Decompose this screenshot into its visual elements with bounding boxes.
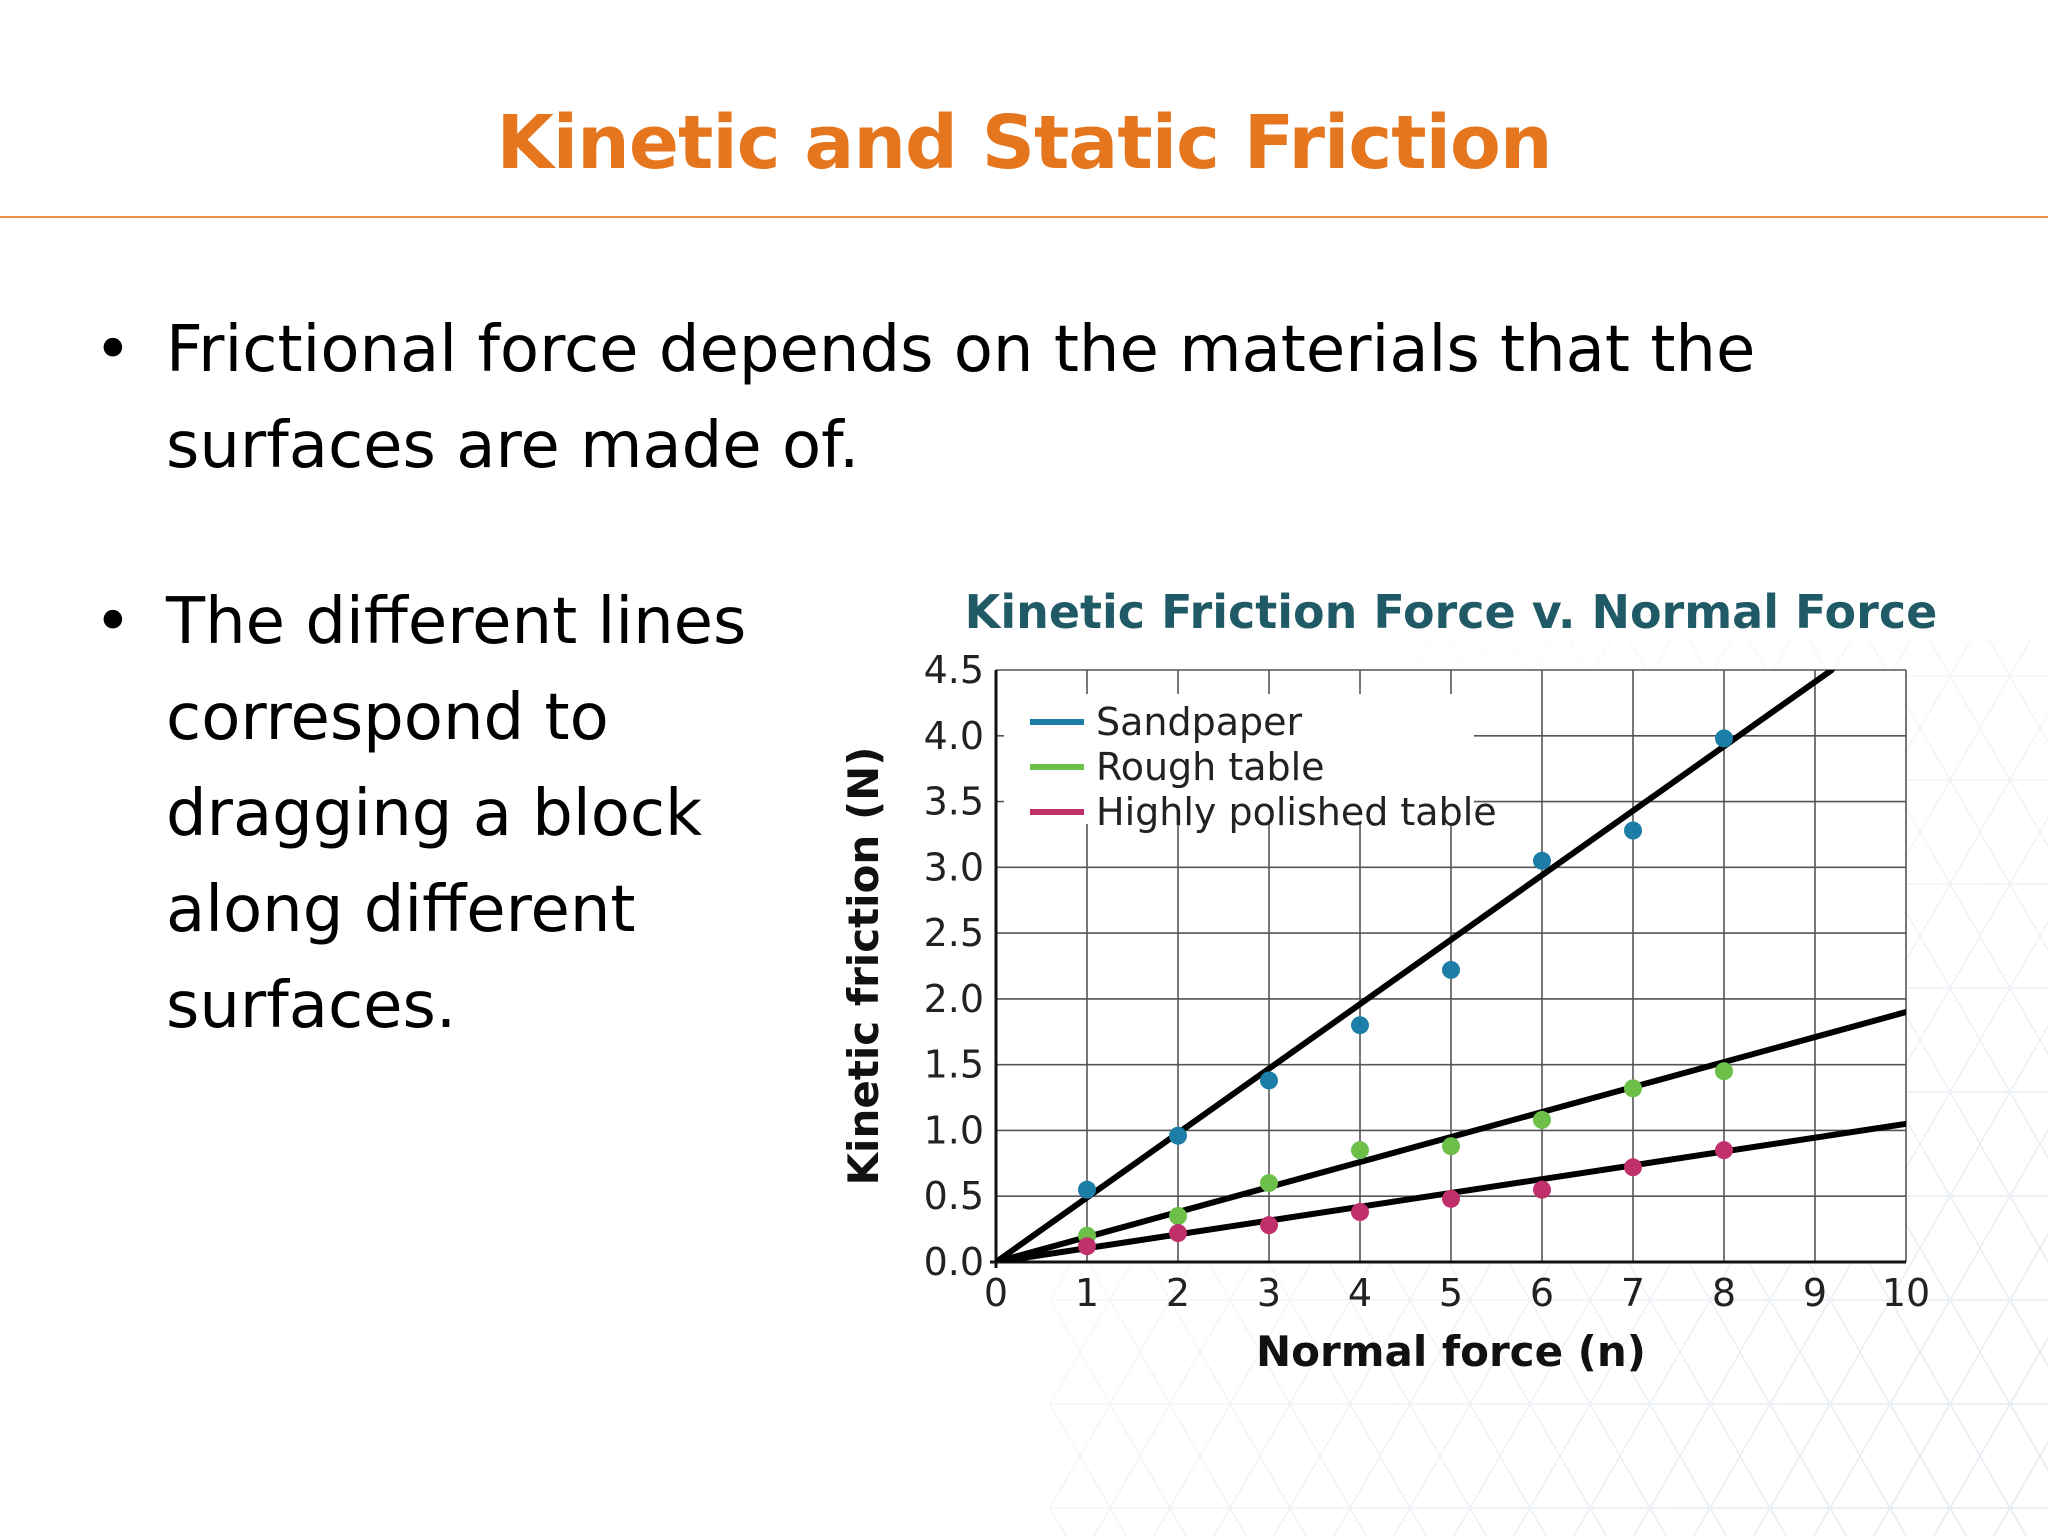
legend-box: [1004, 694, 1474, 824]
data-point: [1715, 1141, 1733, 1160]
data-point: [1533, 1110, 1551, 1129]
data-point: [1442, 1137, 1460, 1156]
x-tick-label: 4: [1348, 1271, 1372, 1315]
data-point: [1351, 1141, 1369, 1160]
x-tick-label: 9: [1803, 1271, 1827, 1315]
x-tick-label: 2: [1166, 1271, 1190, 1315]
legend-label: Rough table: [1096, 745, 1325, 789]
y-tick-label: 0.5: [924, 1174, 984, 1218]
bullet-item-2: • The different lines correspond to drag…: [94, 574, 806, 1054]
x-tick-label: 3: [1257, 1271, 1281, 1315]
data-point: [1169, 1224, 1187, 1243]
y-tick-label: 3.0: [924, 845, 984, 889]
data-point: [1624, 1079, 1642, 1098]
data-point: [1169, 1126, 1187, 1145]
chart-title: Kinetic Friction Force v. Normal Force: [965, 585, 1938, 639]
data-point: [1533, 851, 1551, 870]
x-tick-label: 8: [1712, 1271, 1736, 1315]
legend-label: Highly polished table: [1096, 790, 1497, 834]
y-tick-label: 4.0: [924, 714, 984, 758]
data-point: [1169, 1206, 1187, 1225]
data-point: [1078, 1237, 1096, 1256]
bullet-dot: •: [94, 313, 132, 387]
bullet-text-1: Frictional force depends on the material…: [166, 313, 1756, 483]
y-axis-label: Kinetic friction (N): [839, 747, 888, 1186]
data-point: [1533, 1180, 1551, 1199]
y-tick-label: 1.0: [924, 1108, 984, 1152]
y-tick-label: 4.5: [924, 648, 984, 692]
x-tick-label: 5: [1439, 1271, 1463, 1315]
x-axis-label: Normal force (n): [1256, 1327, 1646, 1376]
data-point: [1078, 1180, 1096, 1199]
data-point: [1442, 960, 1460, 979]
data-point: [1351, 1016, 1369, 1035]
x-tick-label: 6: [1530, 1271, 1554, 1315]
fit-line: [996, 1009, 1906, 1262]
x-tick-label: 0: [984, 1271, 1008, 1315]
title-divider: [0, 216, 2048, 218]
data-point: [1624, 821, 1642, 840]
y-tick-label: 2.5: [924, 911, 984, 955]
data-point: [1351, 1203, 1369, 1222]
data-point: [1442, 1189, 1460, 1208]
slide-title: Kinetic and Static Friction: [496, 100, 1552, 186]
y-tick-label: 2.0: [924, 977, 984, 1021]
y-tick-label: 0.0: [924, 1240, 984, 1284]
data-point: [1715, 1062, 1733, 1081]
y-tick-label: 3.5: [924, 780, 984, 824]
bullet-text-2: The different lines correspond to draggi…: [166, 585, 747, 1043]
x-tick-label: 1: [1075, 1271, 1099, 1315]
data-point: [1260, 1216, 1278, 1235]
data-point: [1715, 729, 1733, 748]
friction-chart: Kinetic Friction Force v. Normal Force 0 1…: [839, 585, 1938, 1376]
fit-line: [996, 670, 1835, 1262]
data-point: [1624, 1158, 1642, 1177]
legend-label: Sandpaper: [1096, 700, 1303, 744]
x-tick-label: 10: [1882, 1271, 1930, 1315]
data-point: [1260, 1174, 1278, 1193]
bullet-item-1: • Frictional force depends on the materi…: [94, 302, 1866, 494]
x-tick-label: 7: [1621, 1271, 1645, 1315]
bullet-dot: •: [94, 585, 132, 659]
y-tick-label: 1.5: [924, 1043, 984, 1087]
data-point: [1260, 1071, 1278, 1090]
